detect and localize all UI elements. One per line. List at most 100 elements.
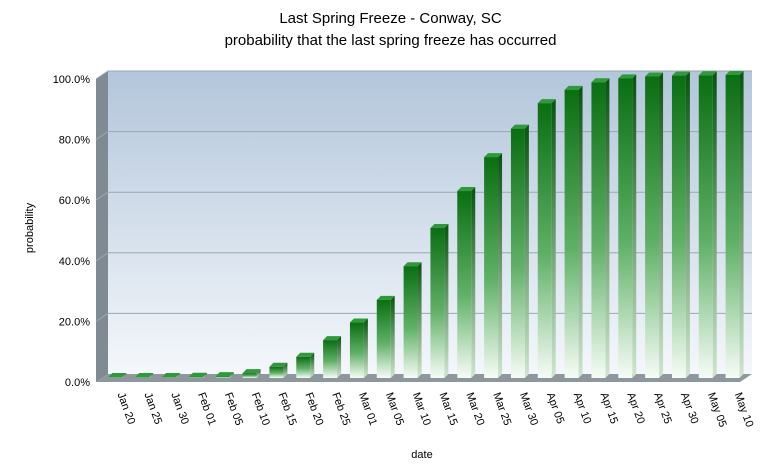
bar-cap [537, 99, 556, 104]
x-tick-label: Apr 05 [544, 391, 566, 426]
bar-side [149, 373, 154, 378]
bar-cap [430, 224, 449, 229]
x-tick-label: Apr 10 [571, 391, 593, 426]
y-tick-label: 0.0% [65, 377, 90, 389]
bar-side [471, 187, 476, 378]
bar [215, 372, 234, 378]
bar [188, 372, 207, 378]
bar-cap [242, 369, 261, 374]
bar-cap [188, 372, 207, 377]
gridline-side [95, 70, 109, 80]
bar-front [725, 75, 740, 378]
x-tick-label: Mar 20 [463, 391, 486, 427]
bar-side [578, 85, 583, 379]
bar [618, 74, 637, 378]
x-tick-label: Apr 30 [678, 391, 700, 426]
bar [349, 318, 368, 378]
bar-front [645, 76, 660, 378]
bar-front [269, 366, 284, 378]
x-tick-label: May 05 [705, 391, 729, 429]
x-tick-label: Jan 30 [168, 391, 191, 426]
bar-front [215, 376, 230, 378]
bar-cap [671, 71, 690, 76]
x-tick-label: Mar 25 [490, 391, 513, 427]
bar [671, 71, 690, 378]
bar-front [135, 377, 150, 378]
bar [725, 71, 744, 378]
bar-front [564, 89, 579, 379]
x-axis-ticks: Jan 20 Jan 25 Jan 30 Feb 01 Feb 05 Feb 10 Feb … [115, 391, 756, 429]
bar-front [671, 75, 686, 378]
bar-side [524, 124, 529, 378]
gridline-side [95, 312, 109, 322]
bar-front [376, 299, 391, 378]
gridline-side [95, 252, 109, 262]
bar-cap [269, 362, 288, 367]
y-tick-label: 80.0% [59, 135, 90, 147]
bar-cap [215, 372, 234, 377]
gridlines [95, 70, 752, 322]
bar-front [618, 78, 633, 378]
bar-front [242, 373, 257, 378]
bar-front [188, 376, 203, 378]
bar [296, 352, 315, 378]
y-tick-label: 60.0% [59, 195, 90, 207]
x-tick-label: Mar 05 [383, 391, 406, 427]
x-tick-label: Feb 15 [276, 391, 299, 427]
x-tick-label: Apr 25 [651, 391, 673, 426]
x-tick-label: Mar 15 [437, 391, 460, 427]
bar-cap [618, 74, 637, 79]
bars [108, 71, 744, 379]
plot-back-wall [108, 71, 752, 374]
bar-cap [162, 373, 181, 377]
bar [135, 373, 154, 378]
x-tick-label: Mar 30 [517, 391, 540, 427]
bar-front [430, 228, 445, 378]
bar-front [537, 103, 552, 378]
bar-side [202, 372, 207, 378]
bar-side [256, 369, 261, 378]
bar-side [712, 71, 717, 378]
x-tick-label: Jan 20 [115, 391, 138, 426]
bar-cap [698, 71, 717, 76]
bar-front [698, 75, 713, 378]
bar [403, 262, 422, 378]
x-tick-label: Apr 15 [598, 391, 620, 426]
bar [591, 78, 610, 378]
bar-side [739, 71, 744, 378]
bar-cap [484, 153, 503, 158]
bar-cap [403, 262, 422, 267]
bar [269, 362, 288, 378]
bar [457, 187, 476, 378]
bar-side [444, 224, 449, 378]
bar [430, 224, 449, 378]
bar [510, 124, 529, 378]
chart-title: Last Spring Freeze - Conway, SC [279, 10, 502, 27]
bar-side [310, 352, 315, 378]
bar-front [108, 377, 123, 378]
y-tick-label: 100.0% [53, 74, 91, 86]
bar-cap [645, 72, 664, 77]
plot-side-wall [96, 71, 108, 382]
x-tick-label: Jan 25 [141, 391, 164, 426]
bar-front [591, 82, 606, 378]
bar-cap [564, 85, 583, 90]
x-tick-label: Feb 20 [302, 391, 325, 427]
chart-subtitle: probability that the last spring freeze … [224, 32, 557, 49]
bar-cap [296, 352, 315, 357]
bar [376, 295, 395, 378]
y-axis-ticks: 0.0% 20.0% 40.0% 60.0% 80.0% 100.0% [53, 74, 91, 389]
bar-side [229, 372, 234, 378]
x-tick-label: May 10 [732, 391, 756, 429]
bar-side [632, 74, 637, 378]
gridline-side [95, 131, 109, 141]
bar [484, 153, 503, 378]
y-tick-label: 40.0% [59, 256, 90, 268]
bar [108, 373, 127, 378]
bar-side [659, 72, 664, 378]
bar-front [403, 266, 418, 378]
bar-side [363, 318, 368, 378]
bar-front [323, 340, 338, 378]
bar-side [337, 336, 342, 378]
x-tick-label: Feb 10 [249, 391, 272, 427]
